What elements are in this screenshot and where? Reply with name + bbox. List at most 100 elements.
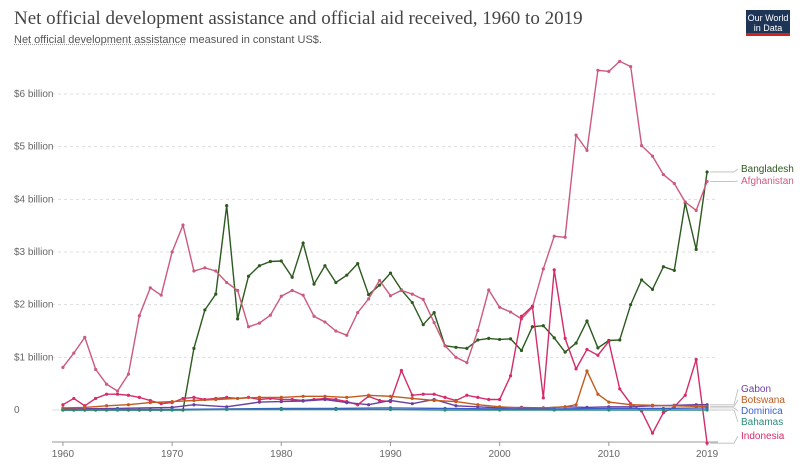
data-point-bahamas[interactable] — [115, 408, 120, 412]
data-point-afghanistan[interactable] — [72, 351, 76, 355]
data-point-bahamas[interactable] — [443, 408, 447, 412]
data-point-afghanistan[interactable] — [694, 208, 698, 212]
data-point-bangladesh[interactable] — [290, 275, 294, 279]
data-point-afghanistan[interactable] — [214, 269, 218, 273]
data-point-afghanistan[interactable] — [225, 280, 229, 285]
data-point-bangladesh[interactable] — [421, 323, 425, 327]
data-point-botswana[interactable] — [126, 403, 131, 407]
data-point-afghanistan[interactable] — [345, 333, 349, 337]
subtitle-link[interactable]: Net official development assistance — [14, 34, 187, 46]
data-point-bahamas[interactable] — [170, 408, 174, 412]
data-point-botswana[interactable] — [585, 369, 589, 373]
data-point-afghanistan[interactable] — [552, 234, 556, 238]
series-line-indonesia[interactable] — [62, 269, 708, 444]
data-point-afghanistan[interactable] — [705, 179, 709, 184]
data-point-indonesia[interactable] — [465, 393, 469, 397]
data-point-bangladesh[interactable] — [432, 310, 436, 315]
data-point-bangladesh[interactable] — [574, 341, 578, 345]
data-point-botswana[interactable] — [650, 403, 655, 407]
data-point-bangladesh[interactable] — [301, 241, 305, 245]
data-point-afghanistan[interactable] — [661, 172, 666, 177]
data-point-afghanistan[interactable] — [388, 294, 393, 298]
data-point-afghanistan[interactable] — [192, 269, 196, 273]
data-point-afghanistan[interactable] — [126, 372, 131, 376]
legend-label-bahamas[interactable]: Bahamas — [741, 417, 783, 428]
series-line-bangladesh[interactable] — [62, 171, 708, 411]
data-point-afghanistan[interactable] — [236, 288, 240, 293]
data-point-indonesia[interactable] — [519, 314, 524, 318]
data-point-afghanistan[interactable] — [323, 320, 327, 324]
data-point-bahamas[interactable] — [225, 407, 229, 412]
data-point-botswana[interactable] — [345, 395, 349, 399]
data-point-gabon[interactable] — [323, 397, 327, 402]
data-point-gabon[interactable] — [410, 402, 414, 406]
data-point-indonesia[interactable] — [410, 393, 414, 397]
data-point-botswana[interactable] — [83, 405, 87, 409]
data-point-bangladesh[interactable] — [487, 336, 491, 340]
data-point-afghanistan[interactable] — [432, 320, 436, 325]
data-point-botswana[interactable] — [454, 399, 458, 404]
data-point-botswana[interactable] — [694, 404, 698, 408]
data-point-bangladesh[interactable] — [552, 336, 556, 340]
data-point-gabon[interactable] — [192, 403, 196, 407]
data-point-afghanistan[interactable] — [650, 154, 655, 158]
data-point-indonesia[interactable] — [607, 339, 611, 344]
data-point-bangladesh[interactable] — [367, 293, 371, 297]
data-point-bangladesh[interactable] — [246, 274, 251, 278]
data-point-bangladesh[interactable] — [388, 271, 393, 275]
data-point-afghanistan[interactable] — [268, 313, 272, 317]
data-point-afghanistan[interactable] — [170, 250, 174, 254]
data-point-afghanistan[interactable] — [476, 328, 480, 333]
data-point-bangladesh[interactable] — [334, 280, 338, 285]
data-point-indonesia[interactable] — [508, 374, 513, 378]
data-point-afghanistan[interactable] — [574, 133, 578, 137]
data-point-afghanistan[interactable] — [148, 286, 152, 290]
data-point-indonesia[interactable] — [104, 392, 109, 396]
data-point-afghanistan[interactable] — [203, 266, 207, 270]
legend-label-afghanistan[interactable]: Afghanistan — [741, 176, 794, 187]
data-point-afghanistan[interactable] — [104, 382, 109, 386]
data-point-afghanistan[interactable] — [596, 68, 600, 72]
data-point-bangladesh[interactable] — [214, 292, 218, 296]
data-point-indonesia[interactable] — [61, 403, 65, 407]
data-point-botswana[interactable] — [607, 400, 611, 404]
data-point-afghanistan[interactable] — [137, 314, 141, 318]
data-point-gabon[interactable] — [367, 403, 371, 407]
legend-label-gabon[interactable]: Gabon — [741, 384, 771, 395]
data-point-bangladesh[interactable] — [585, 319, 589, 323]
data-point-afghanistan[interactable] — [639, 144, 644, 148]
series-line-botswana[interactable] — [62, 369, 708, 409]
data-point-bahamas[interactable] — [552, 408, 556, 412]
data-point-afghanistan[interactable] — [279, 294, 283, 298]
data-point-indonesia[interactable] — [399, 368, 403, 373]
data-point-afghanistan[interactable] — [159, 293, 163, 297]
legend-label-bangladesh[interactable]: Bangladesh — [741, 164, 794, 175]
data-point-indonesia[interactable] — [137, 395, 141, 399]
data-point-botswana[interactable] — [170, 399, 174, 404]
legend-label-dominica[interactable]: Dominica — [741, 406, 783, 417]
data-point-afghanistan[interactable] — [585, 148, 589, 152]
data-point-bangladesh[interactable] — [356, 261, 360, 266]
data-point-afghanistan[interactable] — [399, 288, 403, 293]
data-point-indonesia[interactable] — [377, 398, 382, 403]
data-point-afghanistan[interactable] — [683, 200, 687, 204]
data-point-botswana[interactable] — [148, 401, 152, 405]
data-point-afghanistan[interactable] — [334, 329, 338, 333]
legend-label-indonesia[interactable]: Indonesia — [741, 431, 785, 442]
data-point-indonesia[interactable] — [650, 431, 655, 435]
data-point-gabon[interactable] — [345, 401, 349, 405]
data-point-bangladesh[interactable] — [268, 259, 272, 264]
data-point-botswana[interactable] — [432, 398, 436, 403]
data-point-bangladesh[interactable] — [596, 346, 600, 350]
data-point-bangladesh[interactable] — [377, 283, 382, 287]
data-point-gabon[interactable] — [301, 399, 305, 403]
data-point-indonesia[interactable] — [574, 367, 578, 371]
data-point-bangladesh[interactable] — [454, 345, 458, 349]
data-point-bangladesh[interactable] — [192, 346, 196, 350]
data-point-bangladesh[interactable] — [279, 259, 283, 263]
data-point-indonesia[interactable] — [72, 396, 76, 401]
data-point-afghanistan[interactable] — [498, 305, 502, 309]
data-point-gabon[interactable] — [257, 400, 262, 404]
data-point-botswana[interactable] — [192, 398, 196, 403]
data-point-bangladesh[interactable] — [225, 204, 229, 208]
